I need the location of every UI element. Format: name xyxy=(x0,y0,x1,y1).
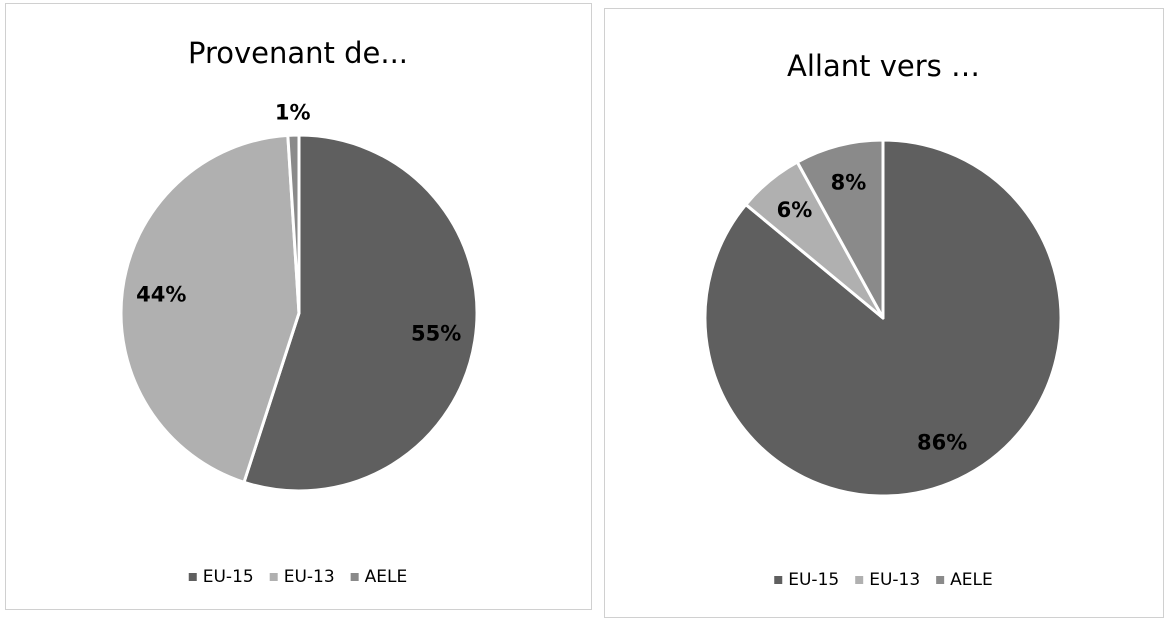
legend: EU-15 EU-13 AELE xyxy=(774,570,993,590)
chart-title: Allant vers … xyxy=(787,49,980,83)
data-label: 55% xyxy=(411,322,461,346)
data-label: 8% xyxy=(831,171,867,195)
data-label: 6% xyxy=(777,198,813,222)
pie-slice xyxy=(286,133,301,315)
legend-marker xyxy=(269,573,278,581)
legend-label: AELE xyxy=(950,570,993,590)
pie-slice xyxy=(242,133,479,493)
legend-marker xyxy=(774,576,783,584)
legend-label: EU-15 xyxy=(788,570,839,590)
chart-title: Provenant de... xyxy=(188,36,408,70)
legend-marker xyxy=(350,573,359,581)
legend-marker xyxy=(936,576,945,584)
legend-label: EU-15 xyxy=(203,567,254,587)
pie-slice xyxy=(795,138,885,320)
data-label: 44% xyxy=(136,283,186,307)
legend-marker xyxy=(188,573,197,581)
legend: EU-15 EU-13 AELE xyxy=(188,567,408,587)
data-label: 1% xyxy=(275,101,311,125)
legend-marker xyxy=(855,576,864,584)
legend-label: EU-13 xyxy=(869,570,920,590)
data-label: 86% xyxy=(917,431,967,455)
legend-label: EU-13 xyxy=(284,567,335,587)
pie-slice xyxy=(119,133,301,484)
legend-label: AELE xyxy=(365,567,408,587)
pie-slice xyxy=(703,138,1063,498)
